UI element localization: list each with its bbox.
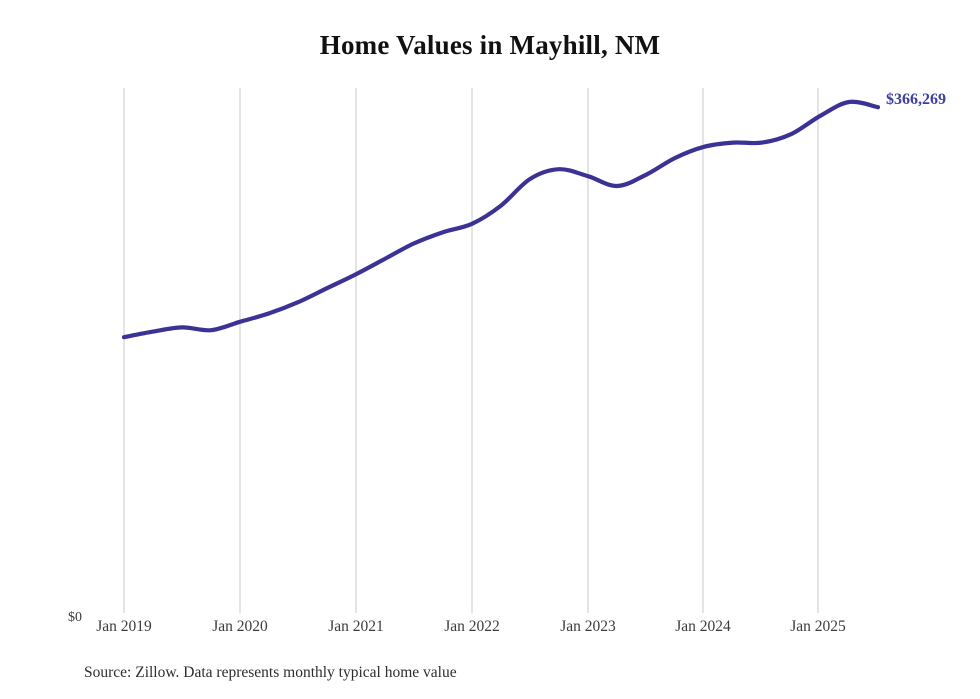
x-tick-label-jan-2019: Jan 2019 — [96, 618, 152, 635]
source-footnote: Source: Zillow. Data represents monthly … — [84, 664, 457, 681]
x-tick-label-jan-2025: Jan 2025 — [790, 618, 846, 635]
x-tick-label-jan-2020: Jan 2020 — [212, 618, 268, 635]
y-axis-zero-label: $0 — [68, 610, 82, 625]
home-value-line — [121, 99, 881, 340]
x-tick-label-jan-2021: Jan 2021 — [328, 618, 384, 635]
x-tick-label-jan-2024: Jan 2024 — [675, 618, 731, 635]
end-value-annotation: $366,269 — [886, 91, 946, 109]
x-tick-label-jan-2023: Jan 2023 — [560, 618, 616, 635]
chart-title: Home Values in Mayhill, NM — [319, 30, 661, 60]
x-tick-label-jan-2022: Jan 2022 — [444, 618, 500, 635]
gridlines — [123, 88, 819, 613]
